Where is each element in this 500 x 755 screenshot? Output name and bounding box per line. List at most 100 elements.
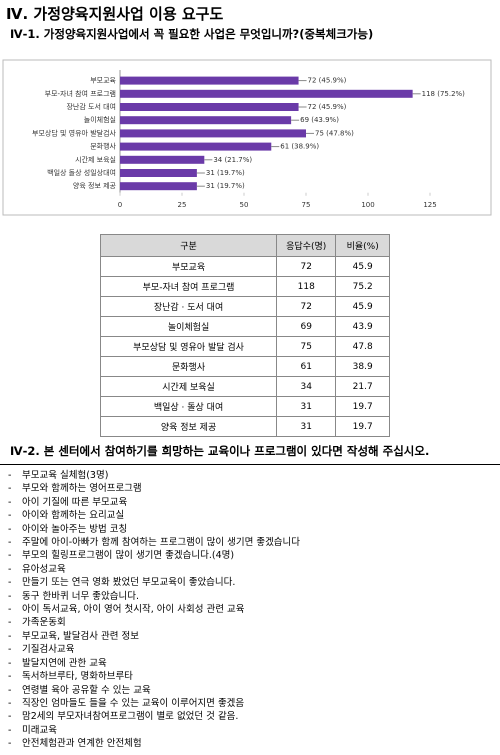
answer-text: 만들기 또는 연극 영화 봤었던 부모교육이 좋았습니다.	[22, 577, 236, 589]
table-cell: 69	[276, 316, 337, 337]
answer-item: - 부모교육 실체험(3명)	[8, 469, 300, 482]
answer-item: - 안전체험관과 연계한 안전체험	[8, 737, 300, 750]
table-cell: 61	[276, 356, 337, 377]
y-tick-label: 양육 정보 제공	[73, 181, 117, 190]
answer-text: 안전체험관과 연계한 안전체험	[22, 738, 142, 750]
answer-text: 맘2세의 부모자녀참여프로그램이 별로 없었던 것 같음.	[22, 711, 239, 723]
table-cell: 부모-자녀 참여 프로그램	[99, 276, 278, 297]
table-cell: 장난감 · 도서 대여	[99, 296, 278, 317]
table-cell: 시간제 보육실	[99, 376, 278, 397]
answer-item: - 부모의 힐링프로그램이 많이 생기면 좋겠습니다.(4명)	[8, 549, 300, 562]
answer-item: - 독서하브루타, 명화하브루타	[8, 670, 300, 683]
bar	[120, 116, 292, 125]
answer-item: - 가족운동회	[8, 616, 300, 629]
answer-item: - 부모와 함께하는 영어프로그램	[8, 482, 300, 495]
x-tick-label: 25	[178, 201, 187, 209]
y-tick-label: 백일상 돌상 성일상대여	[47, 168, 116, 177]
answer-text: 아이 기질에 따른 부모교육	[22, 496, 128, 508]
bullet: -	[8, 738, 12, 750]
answer-text: 부모교육, 발달검사 관련 정보	[22, 630, 139, 642]
bullet: -	[8, 671, 12, 683]
answer-item: - 주말에 아이-아빠가 함께 참여하는 프로그램이 많이 생기면 좋겠습니다	[8, 536, 300, 549]
answer-text: 연령별 육아 공유할 수 있는 교육	[22, 684, 151, 696]
table-row: 부모상담 및 영유아 발달 검사 75 47.8	[99, 336, 390, 357]
table-cell: 118	[276, 276, 337, 297]
answer-text: 아이와 함께하는 요리교실	[22, 510, 125, 522]
answer-item: - 동구 한바퀴 너무 좋았습니다.	[8, 590, 300, 603]
bar	[120, 129, 306, 138]
table-cell: 양육 정보 제공	[99, 416, 278, 437]
table-cell: 72	[276, 256, 337, 277]
bullet: -	[8, 550, 12, 562]
answer-item: - 발달지연에 관한 교육	[8, 657, 300, 670]
table-cell: 43.9	[335, 316, 390, 337]
answer-text: 유아성교육	[22, 563, 66, 575]
table-row: 부모-자녀 참여 프로그램 118 75.2	[99, 276, 390, 297]
bullet: -	[8, 510, 12, 522]
data-label: 31 (19.7%)	[206, 169, 245, 177]
answer-text: 부모교육 실체험(3명)	[22, 470, 109, 481]
answer-item: - 유아성교육	[8, 563, 300, 576]
table-cell: 부모교육	[99, 256, 278, 277]
column-header: 응답수(명)	[276, 234, 337, 257]
bullet: -	[8, 537, 12, 549]
bullet: -	[8, 711, 12, 723]
answer-text: 동구 한바퀴 너무 좋았습니다.	[22, 590, 139, 602]
x-tick-label: 125	[423, 201, 436, 209]
chart-frame	[2, 59, 492, 216]
answer-text: 부모의 힐링프로그램이 많이 생기면 좋겠습니다.(4명)	[22, 550, 235, 562]
table-cell: 34	[276, 376, 337, 397]
answer-item: - 아이와 놀아주는 방법 코칭	[8, 523, 300, 536]
x-tick-label: 100	[361, 201, 374, 209]
answer-text: 직장인 엄마들도 들을 수 있는 교육이 이루어지면 좋겠음	[22, 697, 245, 709]
table-row: 양육 정보 제공 31 19.7	[99, 416, 390, 437]
table-cell: 부모상담 및 영유아 발달 검사	[99, 336, 278, 357]
bullet: -	[8, 590, 12, 602]
data-label: 72 (45.9%)	[308, 77, 347, 85]
answer-text: 미래교육	[22, 724, 57, 736]
divider	[0, 464, 500, 465]
bullet: -	[8, 523, 12, 535]
table-cell: 문화행사	[99, 356, 278, 377]
table-cell: 21.7	[335, 376, 390, 397]
table-cell: 놀이체험실	[99, 316, 278, 337]
table-row: 부모교육 72 45.9	[99, 256, 390, 277]
y-tick-label: 장난감 도서 대여	[66, 102, 116, 111]
y-tick-label: 부모교육	[90, 77, 116, 85]
answer-item: - 미래교육	[8, 724, 300, 737]
data-label: 61 (38.9%)	[280, 143, 319, 151]
bar	[120, 89, 413, 98]
y-tick-label: 부모-자녀 참여 프로그램	[45, 89, 116, 98]
bullet: -	[8, 684, 12, 696]
table-cell: 45.9	[335, 256, 390, 277]
bullet: -	[8, 724, 12, 736]
data-label: 31 (19.7%)	[206, 182, 245, 190]
table-cell: 19.7	[335, 416, 390, 437]
bullet: -	[8, 577, 12, 589]
answer-text: 기질검사교육	[22, 644, 75, 656]
chart: 0 25 50 75 100 125 부모교육 72 (45.9%) 부모-자녀 참여 프로그램…	[2, 59, 492, 216]
bar	[120, 103, 299, 111]
x-tick-label: 0	[118, 201, 122, 209]
answer-item: - 아이 기질에 따른 부모교육	[8, 496, 300, 509]
data-label: 118 (75.2%)	[422, 90, 466, 98]
table-row: 시간제 보육실 34 21.7	[99, 376, 390, 397]
column-header: 비율(%)	[335, 234, 390, 257]
bullet: -	[8, 617, 12, 629]
y-tick-label: 문화행사	[90, 142, 116, 151]
data-label: 34 (21.7%)	[213, 156, 252, 164]
question: Ⅳ-1. 가정양육지원사업에서 꼭 필요한 사업은 무엇입니까?(중복체크가능)	[10, 27, 374, 41]
bullet: -	[8, 604, 12, 616]
table: 구분 응답수(명) 비율(%) 부모교육 72 45.9 부모-자녀 참여 프로그램 118…	[99, 234, 390, 437]
table-cell: 75	[276, 336, 337, 357]
answer-item: - 아이 독서교육, 아이 영어 첫시작, 아이 사회성 관련 교육	[8, 603, 300, 616]
bar	[120, 182, 197, 191]
table-cell: 백일상 · 돌상 대여	[99, 396, 278, 417]
answer-list: - 부모교육 실체험(3명) - 부모와 함께하는 영어프로그램 - 아이 기질에 따른 …	[8, 469, 300, 751]
bullet: -	[8, 657, 12, 669]
data-label: 69 (43.9%)	[300, 116, 339, 124]
answer-item: - 기질검사교육	[8, 643, 300, 656]
bullet: -	[8, 563, 12, 575]
table-cell: 75.2	[335, 276, 390, 297]
